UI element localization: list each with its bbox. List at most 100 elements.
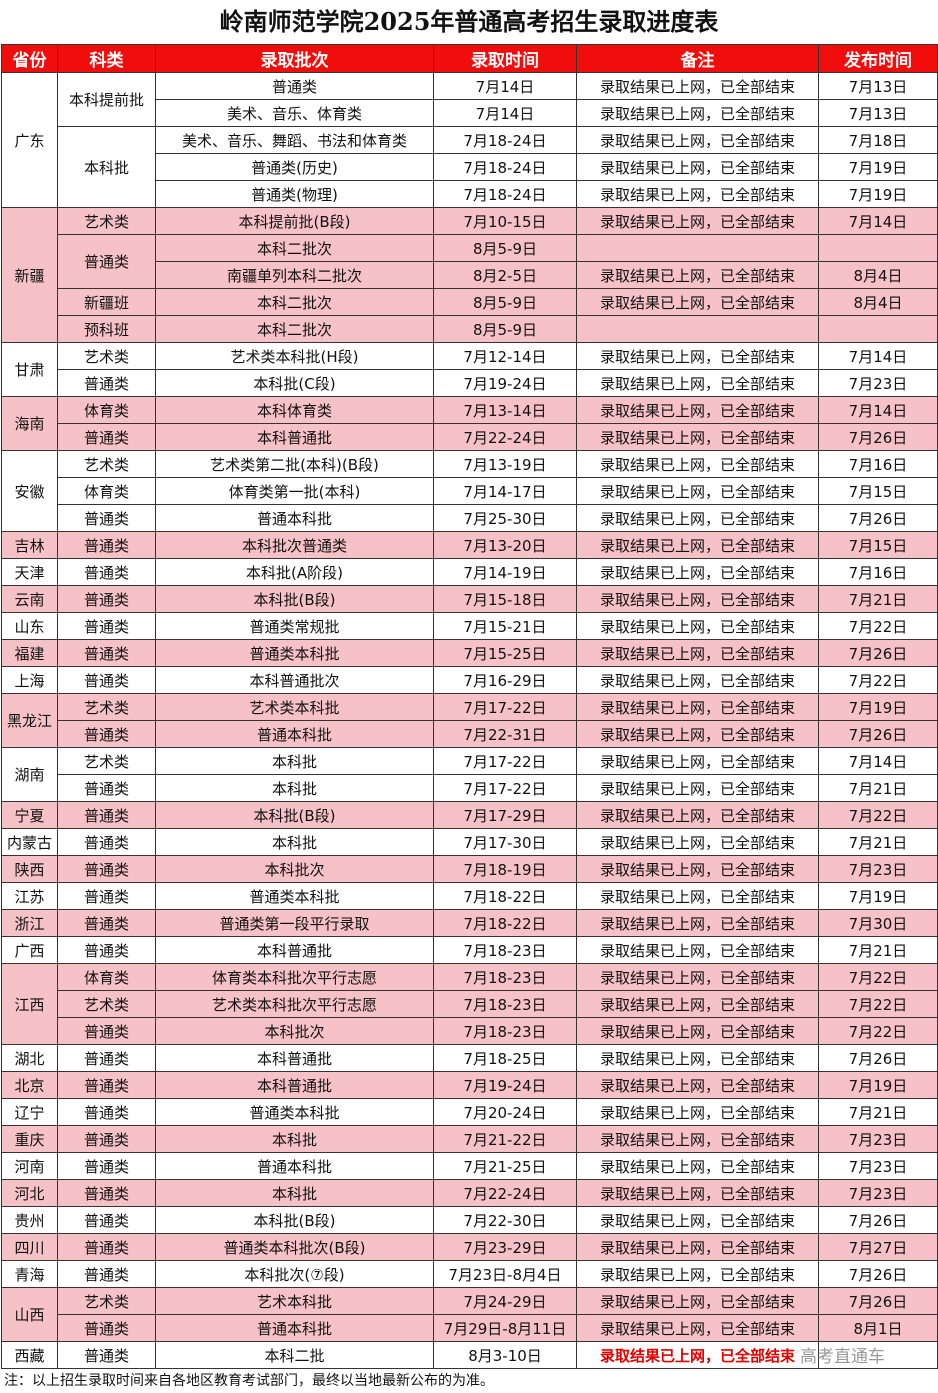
category: 普通类 [57, 1044, 156, 1072]
publish-date: 7月22日 [818, 1017, 938, 1045]
note: 录取结果已上网，已全部结束 [576, 153, 819, 181]
table-row: 四川 普通类 普通类本科批次(B段) 7月23-29日 录取结果已上网，已全部结束 7月2… [1, 1233, 938, 1261]
table-row: 本科批 美术、音乐、舞蹈、书法和体育类 7月18-24日 录取结果已上网，已全部结束 7… [2, 126, 938, 208]
admission-time: 7月22-24日 [433, 423, 577, 451]
admission-time: 7月15-18日 [433, 585, 577, 613]
category: 体育类 [57, 477, 156, 505]
batch: 本科批(B段) [155, 585, 434, 613]
publish-date: 7月19日 [818, 153, 938, 181]
admission-time: 7月14日 [433, 72, 577, 100]
batch: 本科批(C段) [155, 369, 434, 397]
note: 录取结果已上网，已全部结束 [576, 747, 819, 775]
batch: 本科普通批 [155, 1071, 434, 1099]
publish-date: 8月4日 [818, 261, 938, 289]
note: 录取结果已上网，已全部结束 [576, 693, 819, 721]
province: 湖北 [1, 1044, 58, 1072]
batch: 美术、音乐、体育类 [155, 99, 434, 127]
note: 录取结果已上网，已全部结束 [576, 990, 819, 1018]
note: 录取结果已上网，已全部结束 [576, 1287, 819, 1315]
table-row: 云南 普通类 本科批(B段) 7月15-18日 录取结果已上网，已全部结束 7月21日 [1, 585, 938, 613]
admission-time: 8月2-5日 [433, 261, 577, 289]
table-row: 普通类 本科批 7月17-22日 录取结果已上网，已全部结束 7月21日 [2, 774, 938, 802]
batch: 普通类第一段平行录取 [155, 909, 434, 937]
batch: 本科批 [155, 828, 434, 856]
note: 录取结果已上网，已全部结束 [576, 1071, 819, 1099]
category: 普通类 [57, 882, 156, 910]
publish-date: 7月26日 [818, 1260, 938, 1288]
table-row: 黑龙江 艺术类 艺术类本科批 7月17-22日 录取结果已上网，已全部结束 7月19日 [1, 693, 938, 748]
note: 录取结果已上网，已全部结束 [576, 909, 819, 937]
batch: 本科批 [155, 774, 434, 802]
note: 录取结果已上网，已全部结束 [576, 855, 819, 883]
note: 录取结果已上网，已全部结束 [576, 1341, 819, 1369]
publish-date: 7月22日 [818, 666, 938, 694]
province: 江西 [1, 963, 58, 1045]
batch: 本科批(B段) [155, 801, 434, 829]
admission-time: 7月24-29日 [433, 1287, 577, 1315]
column-header: 省份 [1, 44, 58, 73]
batch: 本科批次普通类 [155, 531, 434, 559]
table-row: 广西 普通类 本科普通批 7月18-23日 录取结果已上网，已全部结束 7月21日 [1, 936, 938, 964]
note: 录取结果已上网，已全部结束 [576, 1206, 819, 1234]
batch: 艺术类本科批(H段) [155, 342, 434, 370]
batch: 本科批 [155, 1179, 434, 1207]
publish-date: 7月23日 [818, 1179, 938, 1207]
publish-date: 7月23日 [818, 1152, 938, 1180]
admission-time: 8月5-9日 [433, 234, 577, 262]
publish-date: 7月19日 [818, 180, 938, 208]
note: 录取结果已上网，已全部结束 [576, 369, 819, 397]
category: 普通类 [57, 720, 156, 748]
province: 内蒙古 [1, 828, 58, 856]
category: 普通类 [57, 612, 156, 640]
admission-time: 7月18-24日 [433, 126, 577, 154]
batch: 本科批 [155, 747, 434, 775]
province: 黑龙江 [1, 693, 58, 748]
note: 录取结果已上网，已全部结束 [576, 1233, 819, 1261]
category: 艺术类 [57, 747, 156, 775]
batch: 普通类(历史) [155, 153, 434, 181]
admission-time: 7月17-22日 [433, 693, 577, 721]
province: 河南 [1, 1152, 58, 1180]
table-row: 美术、音乐、体育类 7月14日 录取结果已上网，已全部结束 7月13日 [2, 99, 938, 127]
category: 普通类 [57, 1341, 156, 1369]
note: 录取结果已上网，已全部结束 [576, 180, 819, 208]
publish-date: 7月26日 [818, 720, 938, 748]
table-row: 新疆 艺术类 本科提前批(B段) 7月10-15日 录取结果已上网，已全部结束 7月14日 [1, 207, 938, 343]
province: 云南 [1, 585, 58, 613]
batch: 普通类本科批次(B段) [155, 1233, 434, 1261]
province: 辽宁 [1, 1098, 58, 1126]
table-row: 普通类 本科批(C段) 7月19-24日 录取结果已上网，已全部结束 7月23日 [2, 369, 938, 397]
note: 录取结果已上网，已全部结束 [576, 801, 819, 829]
note: 录取结果已上网，已全部结束 [576, 396, 819, 424]
table-row: 普通类(物理) 7月18-24日 录取结果已上网，已全部结束 7月19日 [2, 180, 938, 208]
publish-date [818, 234, 938, 262]
batch: 体育类第一批(本科) [155, 477, 434, 505]
table-row: 宁夏 普通类 本科批(B段) 7月17-29日 录取结果已上网，已全部结束 7月22日 [1, 801, 938, 829]
admission-time: 7月18-23日 [433, 990, 577, 1018]
admission-time: 7月18-25日 [433, 1044, 577, 1072]
publish-date: 7月26日 [818, 639, 938, 667]
category: 本科提前批 [57, 72, 156, 127]
table-row: 北京 普通类 本科普通批 7月19-24日 录取结果已上网，已全部结束 7月19日 [1, 1071, 938, 1099]
note: 录取结果已上网，已全部结束 [576, 72, 819, 100]
publish-date: 7月16日 [818, 558, 938, 586]
batch: 本科批 [155, 1125, 434, 1153]
table-row: 重庆 普通类 本科批 7月21-22日 录取结果已上网，已全部结束 7月23日 [1, 1125, 938, 1153]
note: 录取结果已上网，已全部结束 [576, 261, 819, 289]
admission-time: 7月14日 [433, 99, 577, 127]
table-row: 普通类 普通本科批 7月25-30日 录取结果已上网，已全部结束 7月26日 [2, 504, 938, 532]
publish-date: 7月15日 [818, 531, 938, 559]
admission-table: 省份 科类 录取批次 录取时间 备注 发布时间 广东 本科提前批 普通类 7月14日 录取结果已上… [1, 44, 938, 1369]
category: 普通类 [57, 1098, 156, 1126]
admission-time: 7月10-15日 [433, 207, 577, 235]
admission-time: 7月15-25日 [433, 639, 577, 667]
header-row: 省份 科类 录取批次 录取时间 备注 发布时间 [1, 44, 938, 73]
publish-date: 7月14日 [818, 207, 938, 235]
batch: 南疆单列本科二批次 [155, 261, 434, 289]
batch: 本科批次 [155, 1017, 434, 1045]
category: 普通类 [57, 855, 156, 883]
category: 普通类 [57, 531, 156, 559]
table-row: 新疆班 本科二批次 8月5-9日 录取结果已上网，已全部结束 8月4日 [2, 288, 938, 316]
admission-time: 7月25-30日 [433, 504, 577, 532]
